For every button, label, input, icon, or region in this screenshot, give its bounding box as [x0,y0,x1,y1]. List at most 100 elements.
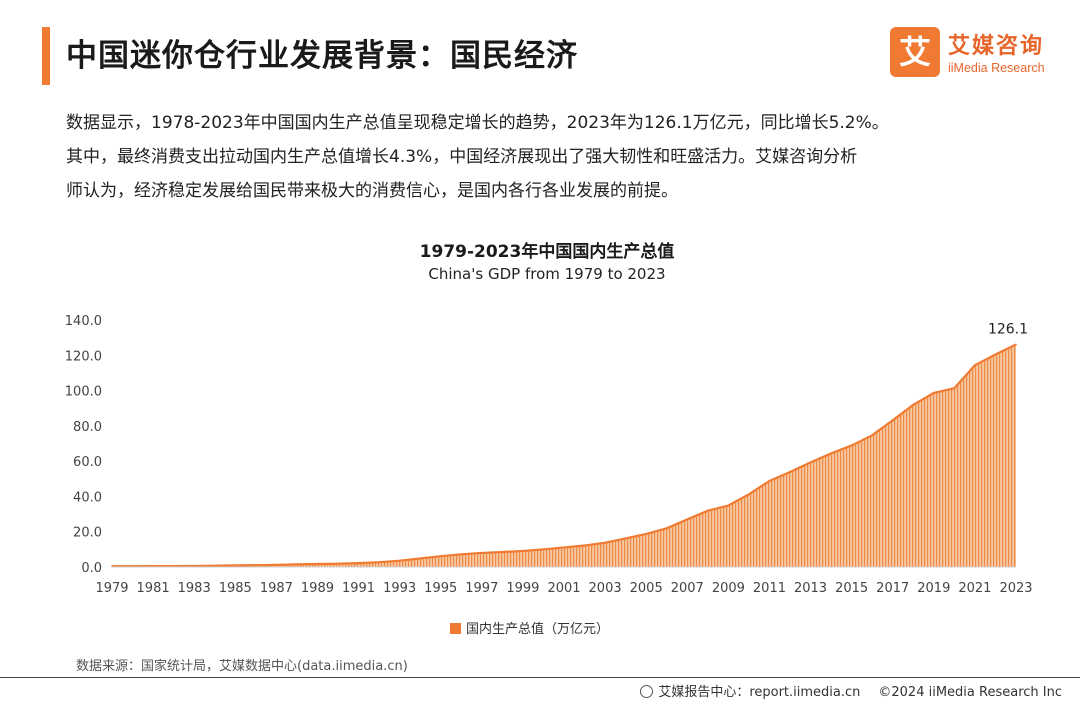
gdp-area-chart: 1979-2023年中国国内生产总值 China's GDP from 1979… [65,241,1033,637]
data-point-2010 [748,493,750,496]
brand-name-cn: 艾媒咨询 [948,34,1045,59]
data-point-2002 [583,544,586,547]
footer: 艾媒报告中心：report.iimedia.cn ©2024 iiMedia Re… [640,681,1062,700]
x-tick-label: 1981 [137,581,170,596]
x-tick-label: 2001 [547,581,580,596]
x-tick-label: 2005 [630,581,663,596]
data-point-1982 [172,565,175,567]
y-axis: 0.0 20.0 40.0 60.0 80.0 100.0 120.0 140.0 [65,314,102,576]
data-point-2017 [891,419,894,422]
x-tick-label: 2021 [958,581,991,596]
data-point-2014 [830,452,832,455]
chart-title: 1979-2023年中国国内生产总值 [420,241,675,262]
data-point-1990 [337,562,339,565]
x-tick-label: 2003 [589,581,622,596]
data-point-1995 [439,555,442,557]
x-tick-label: 2017 [876,581,909,596]
x-tick-label: 1989 [301,581,334,596]
intro-line-1: 数据显示，1978-2023年中国国内生产总值呈现稳定增长的趋势，2023年为1… [66,113,889,133]
x-tick-label: 2015 [835,581,868,596]
data-point-2004 [624,537,627,540]
data-point-2000 [542,548,545,551]
data-point-2022 [994,353,997,356]
chart-legend: 国内生产总值（万亿元） [450,621,609,637]
data-point-2001 [563,546,565,549]
data-point-2023 [1015,343,1017,346]
data-point-1997 [481,552,483,554]
x-tick-label: 1997 [465,581,498,596]
data-point-2007 [686,518,689,521]
data-point-2011 [768,480,771,482]
data-point-2006 [665,527,668,530]
report-globe-icon [640,685,654,698]
source-note: 数据来源：国家统计局，艾媒数据中心(data.iimedia.cn) [76,659,408,674]
brand-logo: 艾 艾媒咨询 iiMedia Research [890,27,1070,79]
x-tick-label: 1987 [260,581,293,596]
x-tick-label: 2019 [917,581,950,596]
intro-paragraph: 数据显示，1978-2023年中国国内生产总值呈现稳定增长的趋势，2023年为1… [66,106,1036,208]
y-tick-label: 140.0 [65,314,102,329]
data-point-1986 [255,564,257,566]
data-point-1985 [234,564,237,567]
data-point-2009 [727,504,730,507]
y-tick-label: 80.0 [73,420,102,435]
title-accent-bar [42,27,50,85]
y-tick-label: 120.0 [65,349,102,364]
data-point-1999 [522,550,524,552]
data-point-1983 [193,565,195,567]
data-point-1984 [213,564,216,567]
brand-name-en: iiMedia Research [948,61,1045,75]
data-point-1993 [398,559,401,562]
data-point-2016 [871,434,873,437]
data-point-2008 [707,509,709,512]
gdp-area [112,344,1016,567]
x-tick-label: 2007 [671,581,704,596]
x-tick-label: 2009 [712,581,745,596]
x-tick-label: 1993 [383,581,416,596]
end-value-label: 126.1 [988,322,1028,338]
data-point-2003 [604,541,606,544]
footer-report-center[interactable]: 艾媒报告中心：report.iimedia.cn [658,685,861,700]
x-axis: 1979 1981 1983 1985 1987 1989 1991 1993 1995 1997… [95,581,1032,596]
data-point-1992 [378,561,380,563]
footer-copyright: ©2024 iiMedia Research Inc [878,685,1062,700]
page-title: 中国迷你仓行业发展背景：国民经济 [66,38,578,74]
y-tick-label: 100.0 [65,385,102,400]
x-tick-label: 1995 [424,581,457,596]
data-point-2021 [974,364,976,367]
data-point-2013 [809,461,812,464]
x-tick-label: 2013 [794,581,827,596]
intro-line-2: 其中，最终消费支出拉动国内生产总值增长4.3%，中国经济展现出了强大韧性和旺盛活… [66,147,858,167]
data-point-2012 [789,471,791,473]
legend-label: 国内生产总值（万亿元） [466,621,609,637]
data-point-2020 [953,387,956,389]
data-point-1989 [316,563,319,565]
data-point-2005 [645,533,647,535]
intro-line-3: 师认为，经济稳定发展给国民带来极大的消费信心，是国内各行各业发展的前提。 [66,181,678,201]
chart-subtitle: China's GDP from 1979 to 2023 [428,265,665,283]
y-tick-label: 40.0 [73,490,102,505]
y-tick-label: 20.0 [73,526,102,541]
data-point-2019 [933,392,935,394]
x-tick-label: 1999 [506,581,539,596]
x-tick-label: 1985 [219,581,252,596]
x-tick-label: 1979 [95,581,128,596]
plot-area: 126.1 [111,322,1028,568]
footer-divider [0,677,1080,678]
y-tick-label: 60.0 [73,455,102,470]
data-point-1996 [460,553,463,556]
data-point-1998 [501,551,504,553]
x-tick-label: 1991 [342,581,375,596]
data-point-1991 [357,562,360,564]
data-point-2018 [912,404,915,406]
x-tick-label: 2011 [753,581,786,596]
data-point-1994 [419,557,421,560]
x-tick-label: 1983 [178,581,211,596]
data-point-2015 [850,444,853,447]
legend-swatch [450,623,461,634]
y-tick-label: 0.0 [81,561,102,576]
data-point-1988 [296,563,298,566]
brand-mark-icon: 艾 [890,27,940,77]
data-point-1987 [275,564,278,566]
x-tick-label: 2023 [999,581,1032,596]
